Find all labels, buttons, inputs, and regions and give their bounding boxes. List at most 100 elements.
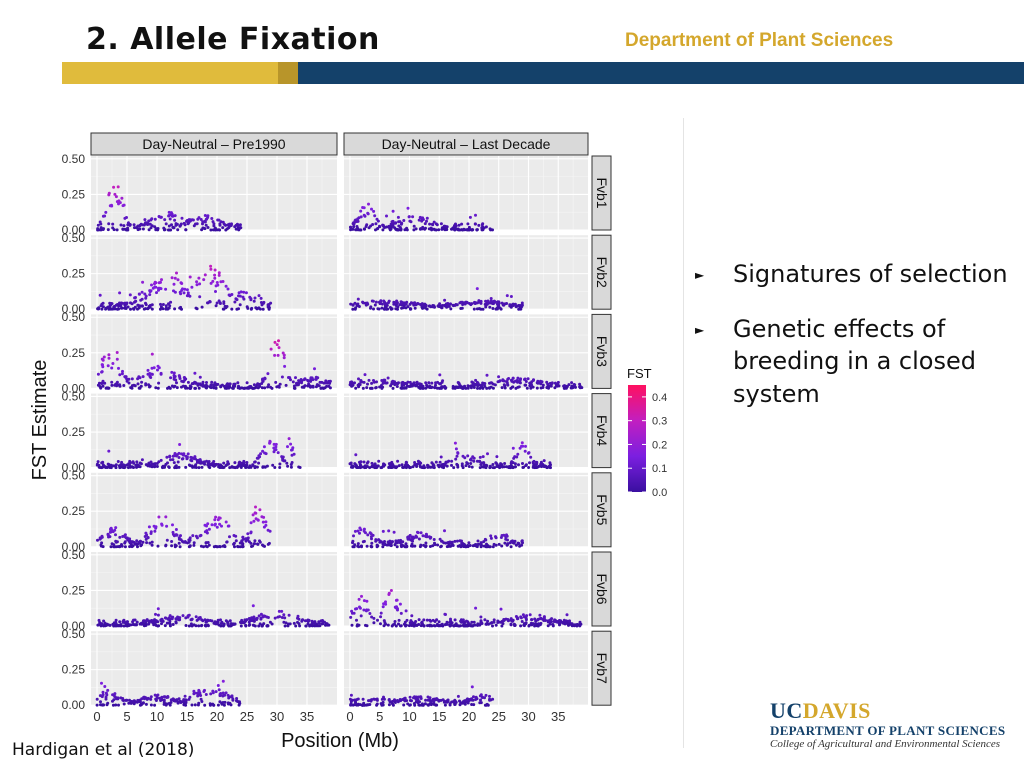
fst-point (146, 463, 150, 467)
fst-point (520, 620, 524, 623)
fst-point (166, 617, 170, 621)
fst-point (139, 462, 143, 466)
fst-point (404, 623, 408, 627)
fst-point (389, 544, 393, 548)
fst-point (118, 383, 122, 387)
fst-point (205, 386, 208, 390)
fst-point (146, 368, 150, 372)
fst-point (172, 226, 176, 230)
fst-point (553, 386, 557, 390)
fst-point (432, 538, 436, 541)
fst-point (471, 455, 475, 459)
fst-point (115, 351, 119, 354)
fst-point (228, 535, 231, 539)
fst-point (387, 591, 391, 595)
fst-point (382, 697, 386, 701)
fst-point (389, 227, 393, 231)
fst-point (404, 463, 408, 467)
fst-point (450, 463, 453, 467)
y-tick-label: 0.25 (62, 187, 86, 201)
facet-row-label: Fvb5 (594, 494, 610, 525)
fst-point (138, 622, 142, 626)
fst-point (378, 224, 381, 228)
fst-point (218, 223, 222, 227)
fst-point (468, 623, 472, 627)
fst-point (425, 216, 429, 220)
fst-point (380, 306, 384, 310)
fst-point (186, 452, 190, 456)
fst-point (391, 386, 395, 390)
fst-point (481, 228, 485, 232)
fst-point (156, 607, 160, 611)
x-tick-label: 20 (210, 709, 224, 724)
fst-point (497, 301, 501, 305)
fst-point (368, 531, 372, 535)
fst-point (361, 540, 365, 544)
fst-point (356, 529, 360, 533)
fst-point (509, 386, 513, 390)
fst-point (415, 384, 418, 388)
fst-point (107, 623, 111, 627)
fst-point (193, 455, 197, 459)
fst-point (408, 219, 412, 223)
fst-point (484, 693, 488, 697)
fst-point (149, 697, 153, 701)
fst-point (500, 386, 504, 390)
fst-point (146, 536, 150, 539)
fst-point (181, 614, 185, 618)
fst-point (127, 701, 131, 705)
fst-point (222, 302, 226, 305)
fst-point (272, 446, 276, 450)
fst-point (205, 529, 209, 533)
fst-point (257, 294, 261, 298)
y-tick-label: 0.25 (62, 346, 86, 360)
fst-point (166, 228, 170, 232)
fst-point (380, 702, 384, 706)
fst-point (466, 454, 470, 458)
fst-point (447, 542, 451, 546)
fst-point (197, 386, 201, 390)
fst-point (372, 621, 376, 625)
fst-point (193, 386, 197, 390)
fst-point (492, 620, 496, 624)
panel-background (91, 393, 337, 468)
fst-point (125, 463, 129, 467)
fst-point (506, 618, 510, 621)
fst-point (164, 304, 168, 308)
fst-point (156, 368, 159, 372)
fst-point (475, 459, 479, 463)
fst-point (266, 372, 270, 376)
fst-point (453, 624, 457, 627)
fst-point (198, 616, 202, 619)
fst-point (370, 381, 374, 385)
fst-point (471, 228, 475, 232)
fst-point (416, 531, 420, 535)
fst-point (459, 701, 463, 705)
fst-point (372, 209, 376, 213)
fst-point (358, 526, 362, 530)
fst-point (167, 224, 171, 228)
fst-point (96, 307, 100, 311)
panel-background (344, 156, 588, 230)
fst-point (365, 301, 369, 305)
fst-point (472, 703, 476, 707)
fst-point (216, 684, 220, 687)
fst-point (176, 460, 180, 464)
fst-point (217, 228, 221, 232)
fst-point (387, 299, 391, 303)
fst-point (511, 304, 515, 307)
fst-point (173, 307, 177, 311)
fst-point (148, 385, 151, 389)
fst-point (292, 386, 296, 390)
fst-point (355, 618, 358, 622)
fst-point (203, 227, 207, 231)
fst-point (423, 227, 427, 231)
fst-point (118, 535, 122, 539)
fst-point (448, 621, 452, 624)
fst-point (159, 372, 163, 376)
fst-point (360, 544, 363, 548)
fst-point (140, 290, 144, 294)
fst-point (263, 465, 267, 469)
fst-point (218, 545, 222, 548)
fst-point (393, 698, 396, 702)
